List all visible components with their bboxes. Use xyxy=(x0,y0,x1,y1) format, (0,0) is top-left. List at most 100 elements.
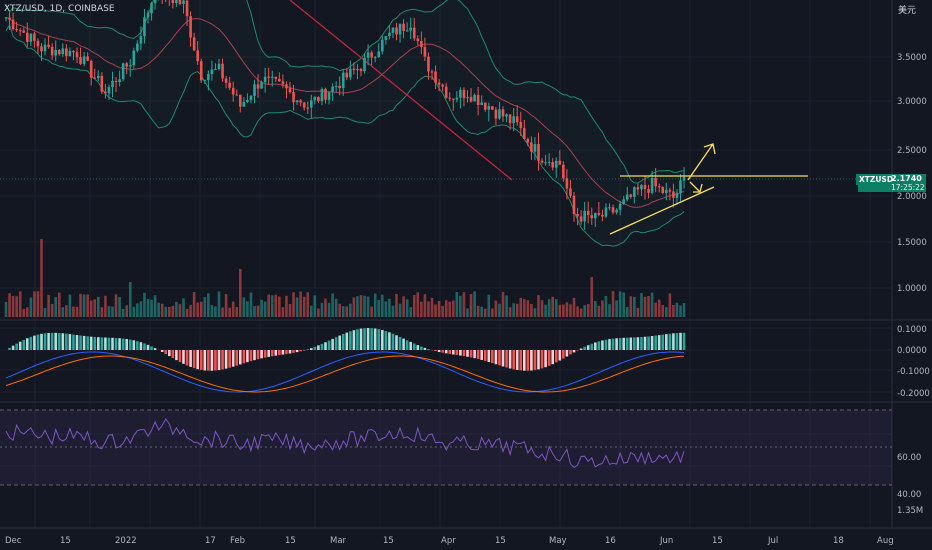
volume-bar xyxy=(157,302,160,317)
candle-body xyxy=(306,107,310,109)
candle-body xyxy=(111,80,114,88)
bollinger-basis-line xyxy=(5,17,685,208)
macd-histogram-bar xyxy=(111,337,114,350)
volume-bar xyxy=(89,300,93,317)
volume-bar xyxy=(402,296,405,317)
volume-bar xyxy=(54,297,57,317)
macd-histogram-bar xyxy=(540,350,544,369)
macd-histogram-bar xyxy=(118,338,121,350)
macd-histogram-bar xyxy=(306,349,310,350)
currency-label[interactable]: 美元 xyxy=(898,6,917,16)
volume-bar xyxy=(608,304,611,317)
macd-histogram-bar xyxy=(246,350,249,363)
volume-bar xyxy=(661,304,665,317)
candle-body xyxy=(405,30,409,32)
candle-body xyxy=(246,99,249,102)
macd-histogram-bar xyxy=(168,350,171,357)
time-axis-label: Jun xyxy=(659,536,673,546)
volume-bar xyxy=(246,301,249,317)
candle-body xyxy=(398,23,402,35)
volume-bar xyxy=(228,307,231,317)
time-axis-label: 17 xyxy=(205,536,216,546)
volume-bar xyxy=(143,292,146,317)
candle-body xyxy=(625,194,629,200)
volume-bar xyxy=(18,291,22,317)
macd-histogram-bar xyxy=(572,350,576,353)
candle-body xyxy=(661,187,665,193)
candle-body xyxy=(345,72,349,78)
candle-body xyxy=(299,100,302,103)
volume-bar xyxy=(586,304,590,317)
volume-bar xyxy=(650,292,654,317)
volume-bar xyxy=(267,294,270,317)
volume-bar xyxy=(192,291,196,317)
macd-histogram-bar xyxy=(242,350,246,364)
macd-histogram-bar xyxy=(334,337,338,350)
macd-histogram-bar xyxy=(654,335,657,350)
macd-histogram-bar xyxy=(104,337,107,350)
volume-bar xyxy=(153,295,157,317)
macd-histogram-bar xyxy=(82,335,86,350)
volume-bar xyxy=(40,239,43,317)
macd-histogram-bar xyxy=(36,334,40,350)
candle-body xyxy=(331,86,334,93)
macd-histogram-bar xyxy=(61,333,65,350)
macd-histogram-bar xyxy=(349,331,352,350)
macd-histogram-bar xyxy=(459,350,462,356)
price-axis-label: 1.0000 xyxy=(897,284,927,294)
volume-bar xyxy=(420,301,423,317)
candle-body xyxy=(508,114,512,124)
volume-bar xyxy=(448,301,452,317)
volume-bar xyxy=(43,307,47,317)
volume-bar xyxy=(558,304,562,317)
candle-body xyxy=(672,191,675,198)
volume-bar xyxy=(675,302,679,317)
macd-histogram-bar xyxy=(196,350,199,370)
candle-body xyxy=(473,94,476,102)
candle-body xyxy=(654,178,657,187)
candle-body xyxy=(317,97,320,102)
volume-bar xyxy=(150,299,153,317)
macd-histogram-bar xyxy=(341,334,345,350)
volume-bar xyxy=(501,291,505,317)
volume-bar xyxy=(494,300,498,317)
candle-body xyxy=(57,49,61,55)
macd-histogram-bar xyxy=(125,338,128,350)
candle-body xyxy=(199,61,203,81)
macd-histogram-bar xyxy=(270,350,274,357)
volume-bar xyxy=(146,299,150,317)
volume-bar xyxy=(128,282,132,317)
volume-bar xyxy=(430,297,434,317)
macd-histogram-bar xyxy=(72,334,75,350)
volume-bar xyxy=(654,302,657,317)
time-axis-label: 16 xyxy=(605,536,616,546)
macd-histogram-bar xyxy=(281,350,285,355)
candle-body xyxy=(356,68,359,71)
macd-histogram-bar xyxy=(256,350,260,360)
volume-bar xyxy=(114,294,118,317)
macd-histogram-bar xyxy=(501,350,505,367)
candle-body xyxy=(381,39,384,52)
candle-body xyxy=(189,16,192,38)
volume-bar xyxy=(199,301,203,317)
volume-bar xyxy=(68,294,72,317)
macd-histogram-bar xyxy=(373,328,377,350)
time-axis-label: Aug xyxy=(877,536,894,546)
macd-histogram-bar xyxy=(363,328,366,350)
volume-bar xyxy=(508,307,512,317)
macd-histogram-bar xyxy=(288,350,292,354)
volume-bar xyxy=(295,297,299,317)
macd-histogram-bar xyxy=(608,339,611,350)
volume-bar xyxy=(487,294,491,317)
volume-bar xyxy=(175,301,178,317)
volume-bar xyxy=(629,296,633,317)
candle-body xyxy=(86,56,89,61)
volume-bar xyxy=(36,291,40,317)
candle-body xyxy=(207,74,210,81)
candle-body xyxy=(569,188,572,196)
volume-bar xyxy=(537,295,540,317)
candle-body xyxy=(285,84,288,89)
macd-histogram-bar xyxy=(75,335,79,350)
macd-histogram-bar xyxy=(640,336,643,350)
